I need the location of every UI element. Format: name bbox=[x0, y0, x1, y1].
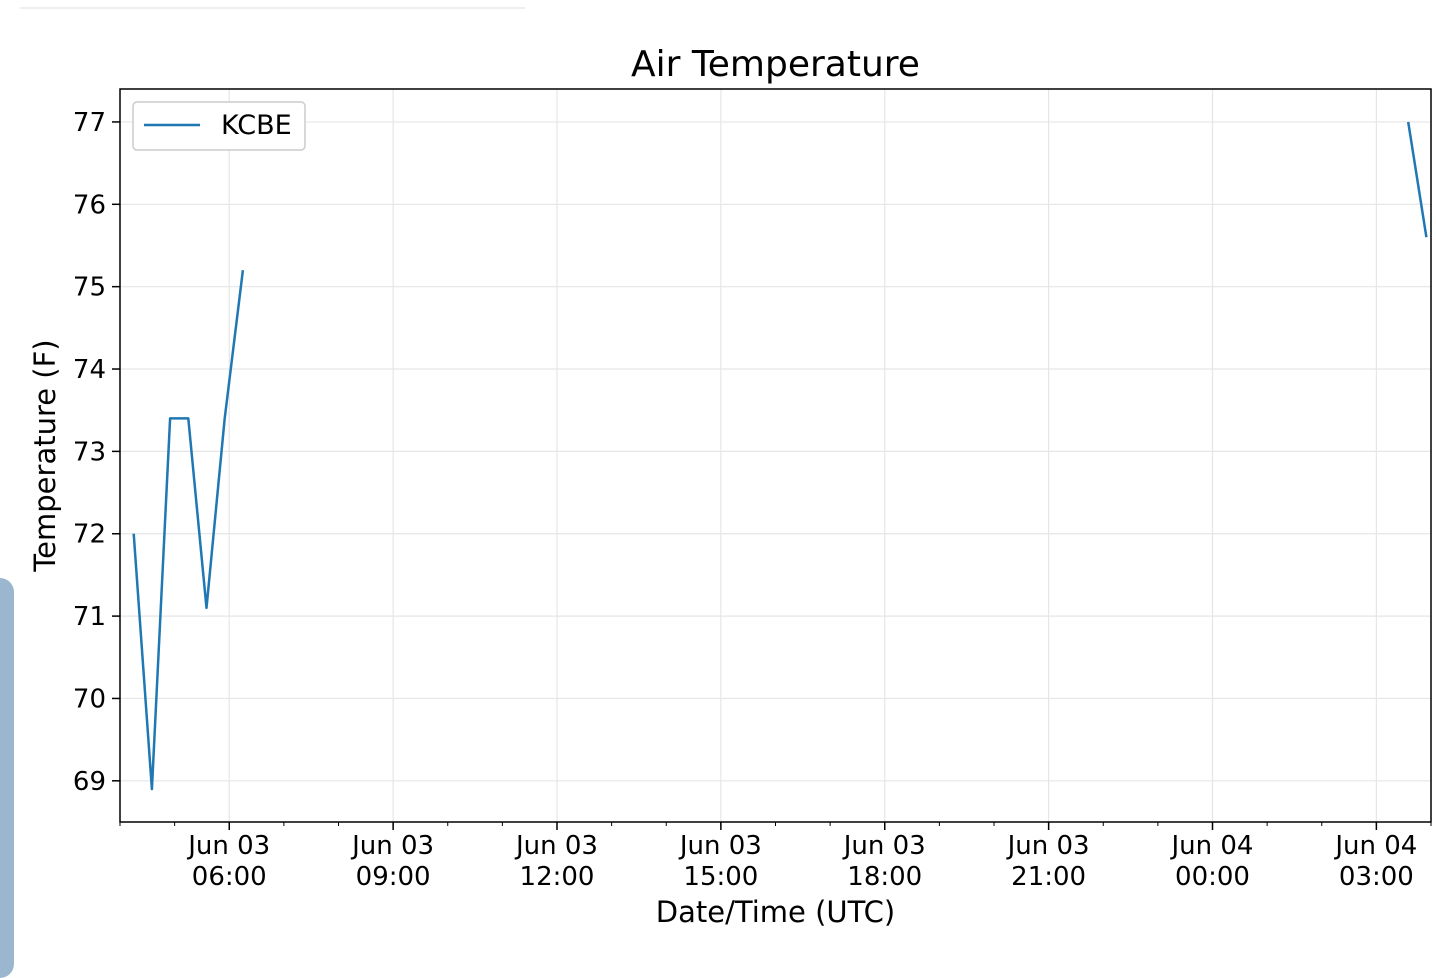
x-tick-label-date: Jun 03 bbox=[514, 831, 598, 861]
y-tick-label: 74 bbox=[73, 355, 106, 385]
x-tick-label-date: Jun 03 bbox=[842, 831, 926, 861]
x-tick-label-date: Jun 04 bbox=[1170, 831, 1254, 861]
plot-frame bbox=[120, 89, 1431, 822]
series-layer bbox=[134, 122, 1427, 789]
series-line-kcbe bbox=[1408, 122, 1426, 237]
x-tick-label-date: Jun 03 bbox=[350, 831, 434, 861]
x-tick-label-time: 12:00 bbox=[520, 862, 595, 892]
y-axis-label: Temperature (F) bbox=[28, 339, 62, 572]
grid bbox=[120, 89, 1431, 822]
x-tick-label-date: Jun 03 bbox=[186, 831, 270, 861]
y-tick-label: 72 bbox=[73, 520, 106, 550]
y-tick-label: 77 bbox=[73, 108, 106, 138]
y-tick-label: 70 bbox=[73, 684, 106, 714]
air-temperature-chart: Air Temperature Date/Time (UTC) Temperat… bbox=[0, 0, 1436, 958]
chart-title: Air Temperature bbox=[631, 44, 920, 85]
x-tick-label-time: 09:00 bbox=[356, 862, 431, 892]
y-tick-label: 73 bbox=[73, 437, 106, 467]
y-tick-label: 76 bbox=[73, 190, 106, 220]
x-tick-label-date: Jun 03 bbox=[678, 831, 762, 861]
y-tick-label: 69 bbox=[73, 767, 106, 797]
x-tick-label-time: 06:00 bbox=[192, 862, 267, 892]
series-line-kcbe bbox=[134, 270, 243, 789]
x-tick-label-time: 03:00 bbox=[1339, 862, 1414, 892]
legend-entry-kcbe: KCBE bbox=[221, 110, 292, 141]
x-tick-label-time: 18:00 bbox=[847, 862, 922, 892]
y-tick-label: 71 bbox=[73, 602, 106, 632]
legend: KCBE bbox=[133, 102, 305, 150]
x-tick-label-time: 00:00 bbox=[1175, 862, 1250, 892]
x-axis-label: Date/Time (UTC) bbox=[656, 895, 895, 929]
x-tick-label-time: 15:00 bbox=[683, 862, 758, 892]
y-tick-label: 75 bbox=[73, 273, 106, 303]
x-tick-label-time: 21:00 bbox=[1011, 862, 1086, 892]
x-tick-label-date: Jun 04 bbox=[1333, 831, 1417, 861]
x-tick-label-date: Jun 03 bbox=[1006, 831, 1090, 861]
